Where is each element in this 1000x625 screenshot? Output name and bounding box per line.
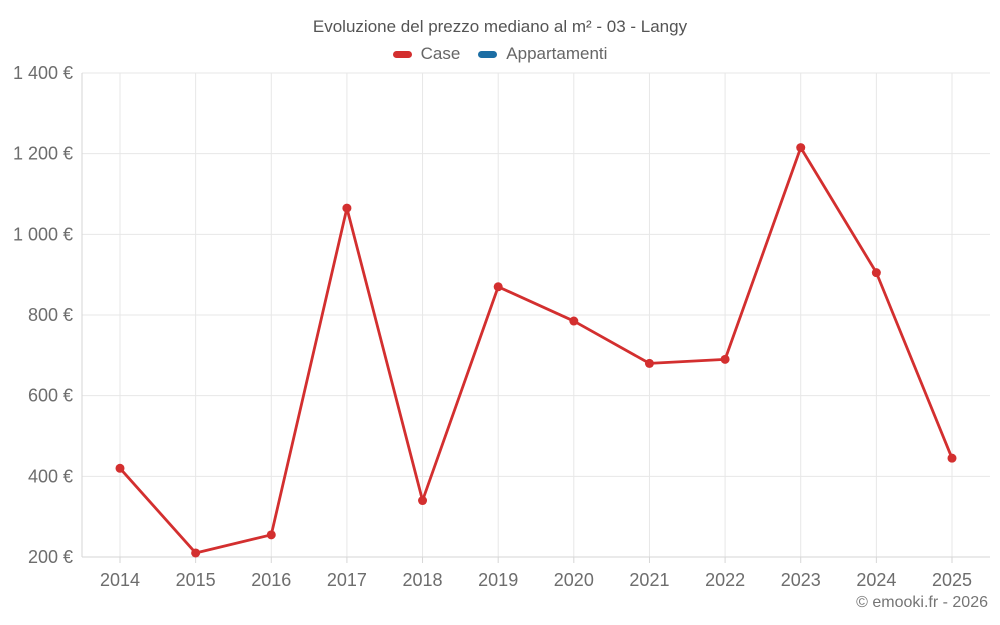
x-tick-label: 2018 bbox=[403, 570, 443, 590]
x-tick-label: 2016 bbox=[251, 570, 291, 590]
x-tick-label: 2020 bbox=[554, 570, 594, 590]
data-point-case-2022[interactable] bbox=[720, 354, 730, 364]
x-tick-label: 2025 bbox=[932, 570, 972, 590]
data-point-case-2014[interactable] bbox=[115, 463, 125, 473]
data-point-case-2025[interactable] bbox=[947, 453, 957, 463]
data-point-case-2021[interactable] bbox=[644, 358, 654, 368]
data-point-case-2024[interactable] bbox=[871, 268, 881, 278]
y-tick-label: 1 000 € bbox=[13, 224, 73, 244]
chart-legend: Case Appartamenti bbox=[0, 44, 1000, 64]
legend-swatch-appartamenti bbox=[478, 50, 498, 58]
x-tick-label: 2019 bbox=[478, 570, 518, 590]
x-tick-label: 2015 bbox=[176, 570, 216, 590]
data-point-case-2017[interactable] bbox=[342, 203, 352, 213]
x-tick-label: 2024 bbox=[856, 570, 896, 590]
legend-item-case[interactable]: Case bbox=[392, 44, 461, 64]
x-tick-label: 2017 bbox=[327, 570, 367, 590]
legend-swatch-case bbox=[392, 50, 412, 58]
x-tick-label: 2023 bbox=[781, 570, 821, 590]
legend-label: Case bbox=[420, 44, 461, 63]
y-tick-label: 600 € bbox=[28, 386, 73, 406]
x-tick-label: 2014 bbox=[100, 570, 140, 590]
data-point-case-2020[interactable] bbox=[569, 316, 579, 326]
data-point-case-2018[interactable] bbox=[418, 496, 428, 506]
y-tick-label: 1 400 € bbox=[13, 63, 73, 83]
y-tick-label: 800 € bbox=[28, 305, 73, 325]
y-tick-label: 1 200 € bbox=[13, 144, 73, 164]
legend-item-appartamenti[interactable]: Appartamenti bbox=[478, 44, 607, 64]
series-line-case bbox=[118, 146, 954, 555]
data-point-case-2023[interactable] bbox=[796, 143, 806, 153]
chart-title: Evoluzione del prezzo mediano al m² - 03… bbox=[312, 17, 688, 36]
attribution-text: © emooki.fr - 2026 bbox=[856, 594, 988, 611]
data-point-case-2019[interactable] bbox=[493, 282, 503, 292]
y-tick-label: 200 € bbox=[28, 547, 73, 567]
legend-label: Appartamenti bbox=[506, 44, 608, 63]
data-point-case-2016[interactable] bbox=[266, 530, 276, 540]
x-tick-label: 2021 bbox=[629, 570, 669, 590]
x-tick-label: 2022 bbox=[705, 570, 745, 590]
y-tick-label: 400 € bbox=[28, 466, 73, 486]
data-point-case-2015[interactable] bbox=[191, 548, 201, 558]
